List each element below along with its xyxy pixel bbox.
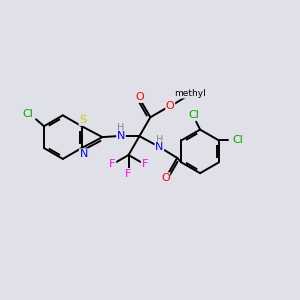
Text: S: S — [79, 115, 86, 125]
Text: methyl: methyl — [174, 89, 206, 98]
Text: F: F — [141, 159, 148, 169]
Text: O: O — [161, 173, 170, 183]
Text: N: N — [117, 131, 125, 141]
Text: H: H — [117, 123, 124, 133]
Text: H: H — [156, 135, 163, 145]
Text: O: O — [135, 92, 144, 102]
Text: O: O — [166, 101, 175, 111]
Text: F: F — [109, 159, 116, 169]
Text: F: F — [125, 169, 132, 178]
Text: Cl: Cl — [22, 109, 34, 119]
Text: Cl: Cl — [189, 110, 200, 120]
Text: N: N — [80, 149, 88, 159]
Text: Cl: Cl — [232, 136, 243, 146]
Text: N: N — [155, 142, 164, 152]
